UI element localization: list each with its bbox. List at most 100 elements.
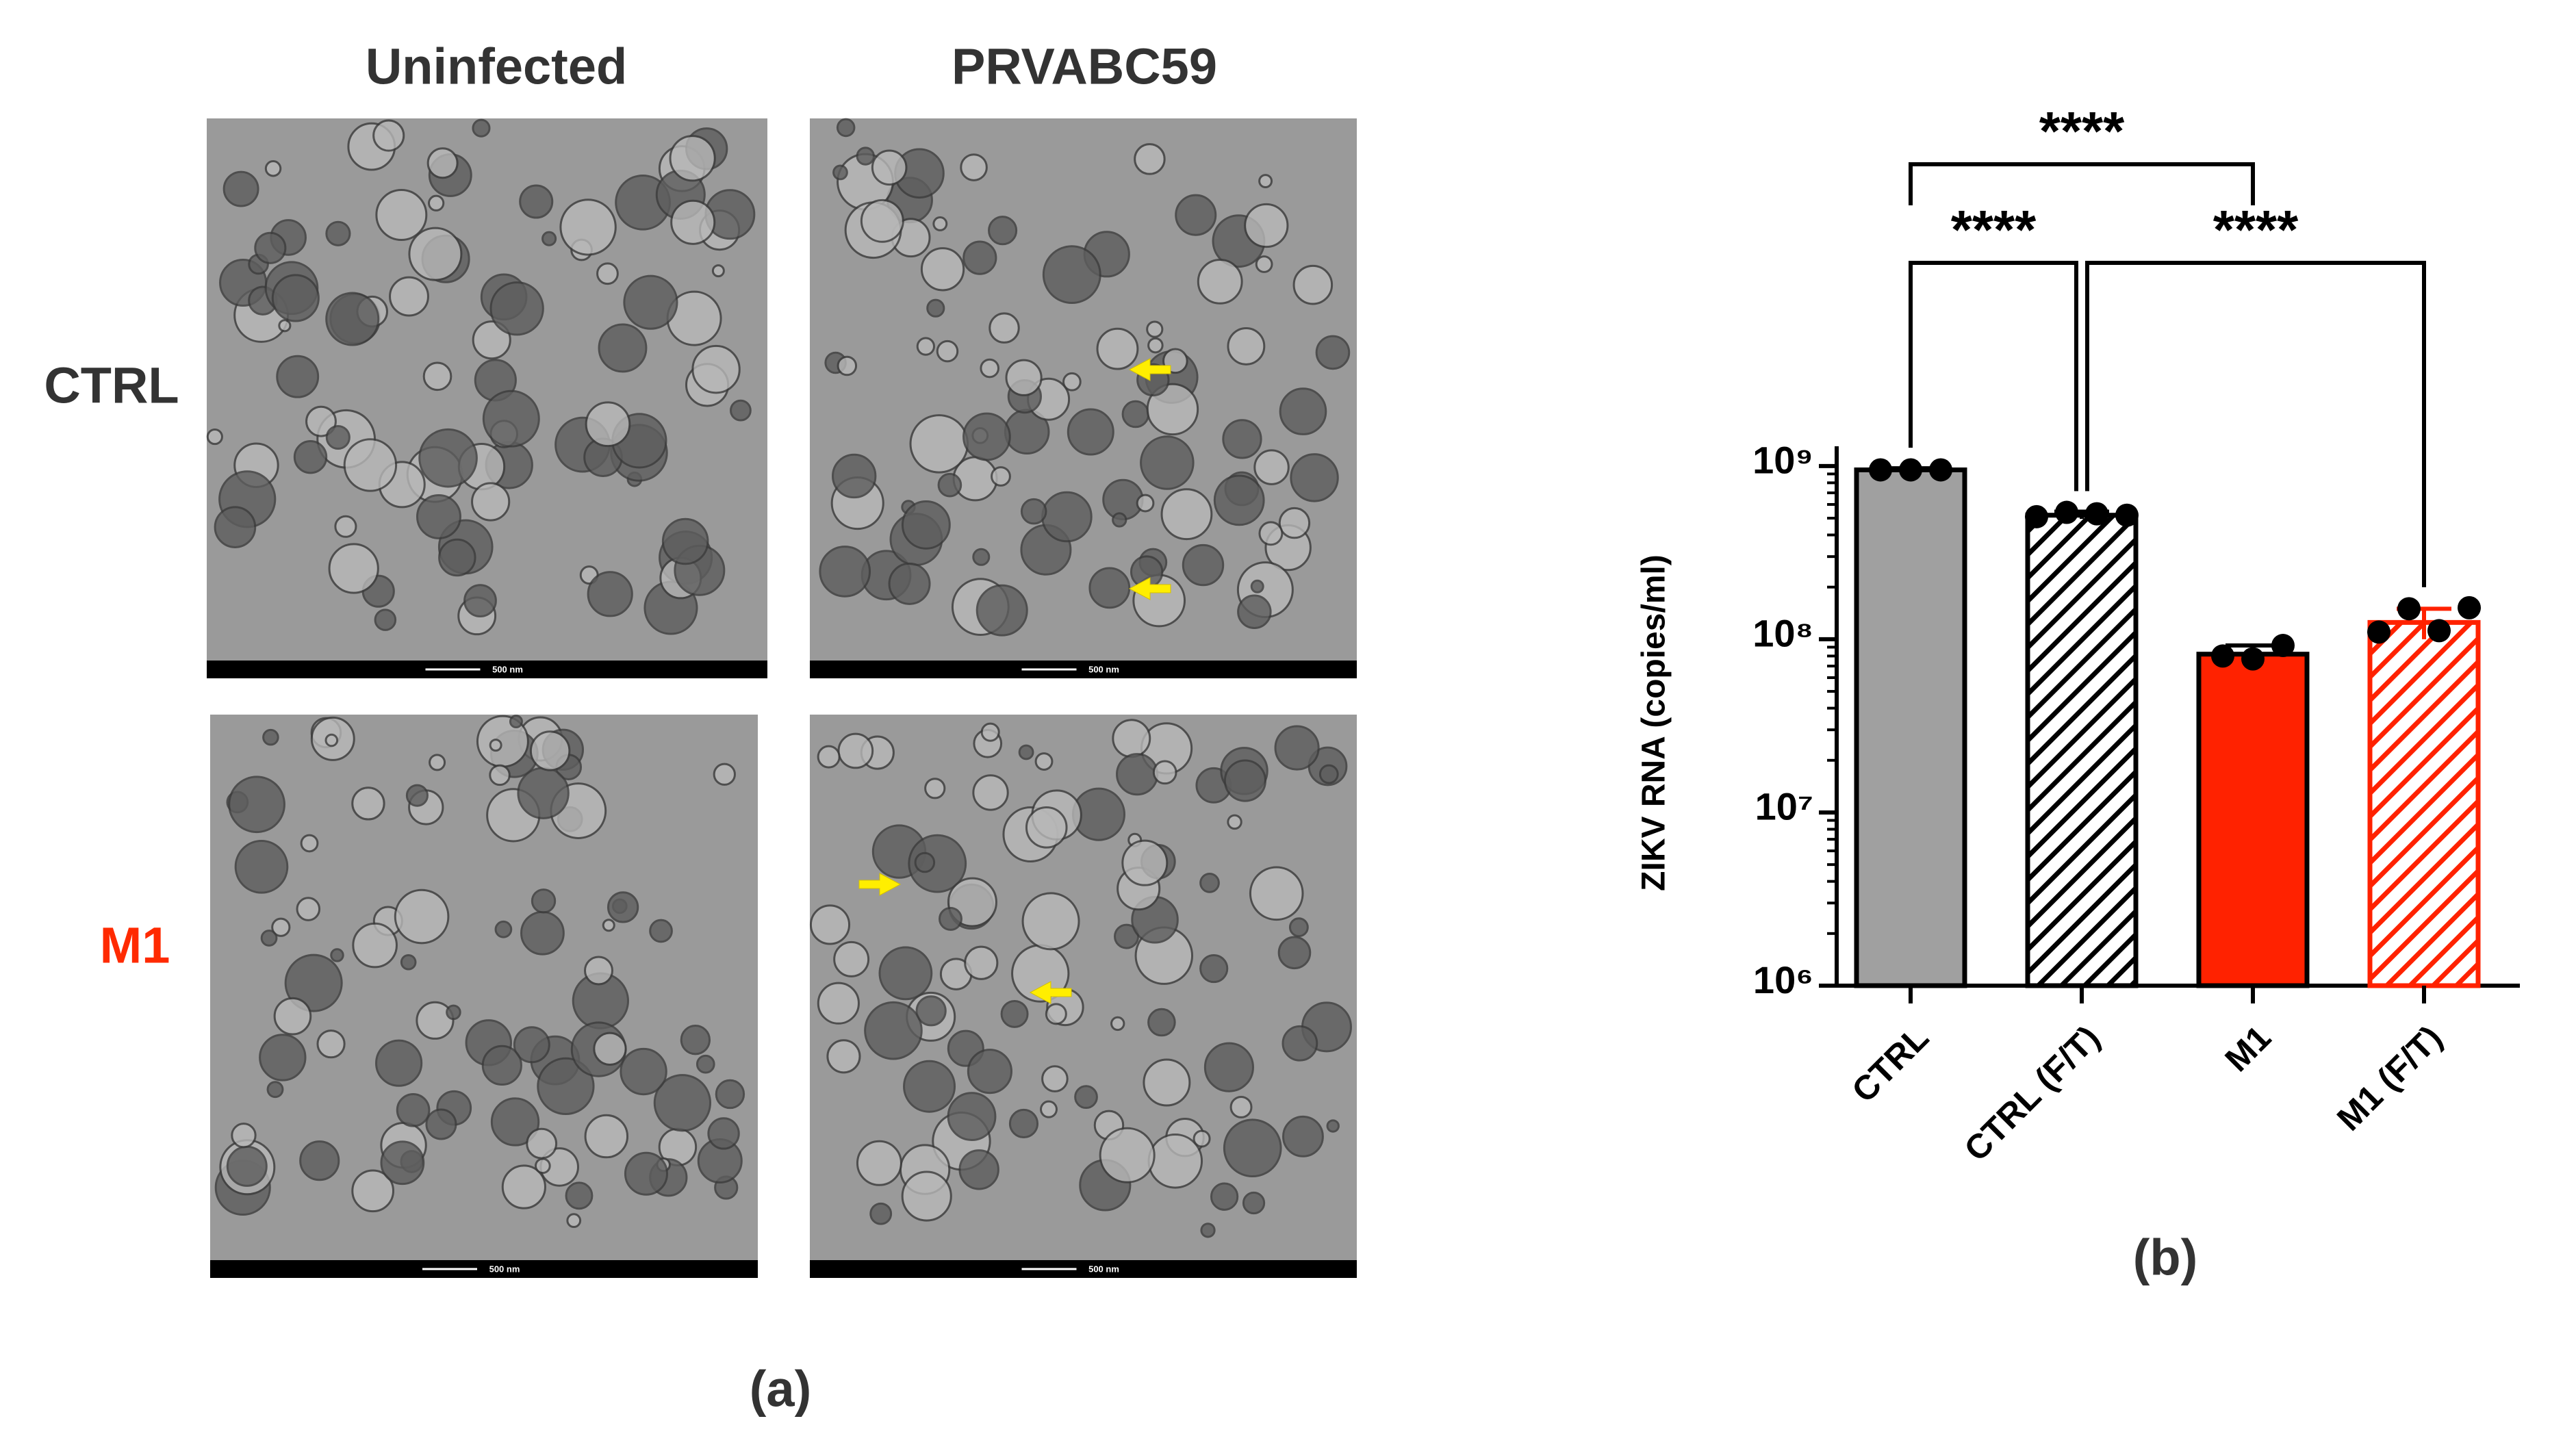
- organelle: [316, 1029, 346, 1059]
- scale-strip: [810, 1260, 1357, 1278]
- organelle: [234, 839, 289, 894]
- organelle: [837, 732, 874, 769]
- organelle: [428, 194, 445, 212]
- arrow: [1128, 358, 1171, 381]
- scale-label: 500 nm: [1088, 1264, 1119, 1274]
- organelle: [228, 776, 285, 834]
- organelle: [299, 1140, 340, 1181]
- organelle: [939, 906, 962, 931]
- organelle: [271, 274, 320, 322]
- organelle: [328, 543, 379, 594]
- organelle: [489, 739, 502, 752]
- data-point: [2427, 619, 2451, 643]
- data-point: [1929, 458, 1952, 482]
- organelle: [1318, 764, 1339, 784]
- scale-strip: [810, 661, 1357, 678]
- data-point: [1869, 458, 1892, 482]
- caption: (b): [2133, 1229, 2198, 1286]
- organelle: [1041, 1065, 1069, 1092]
- organelle: [389, 276, 429, 317]
- organelle: [584, 956, 613, 986]
- organelle: [832, 453, 877, 499]
- organelle: [856, 146, 875, 166]
- organelle: [696, 1054, 715, 1074]
- bar: [2367, 619, 2481, 988]
- organelle: [833, 940, 870, 977]
- organelle: [596, 262, 619, 285]
- data-point: [2241, 647, 2265, 671]
- column-label: PRVABC59: [952, 38, 1217, 95]
- organelle: [334, 515, 357, 538]
- organelle: [284, 953, 343, 1012]
- organelle: [1099, 1127, 1156, 1183]
- organelle: [1088, 567, 1131, 609]
- significance-bracket: [2085, 261, 2426, 587]
- organelle: [513, 1026, 550, 1064]
- organelle: [661, 517, 709, 565]
- organelle: [1281, 1025, 1318, 1062]
- organelle: [352, 922, 398, 969]
- organelle: [408, 227, 463, 281]
- organelle: [1193, 1129, 1211, 1148]
- organelle: [962, 240, 997, 275]
- caption: (a): [750, 1361, 811, 1418]
- organelle: [901, 1170, 952, 1222]
- row-label: M1: [100, 917, 170, 974]
- organelle: [1143, 1058, 1191, 1107]
- organelle: [394, 888, 450, 945]
- organelle: [1258, 174, 1273, 189]
- organelle: [587, 571, 633, 617]
- organelle: [1244, 203, 1289, 248]
- organelle: [559, 199, 617, 256]
- organelle: [264, 159, 282, 177]
- organelle: [871, 149, 908, 186]
- data-point: [2211, 644, 2234, 668]
- organelle: [1018, 744, 1034, 760]
- organelle: [620, 1047, 667, 1096]
- arrow: [1128, 577, 1171, 600]
- organelle: [1121, 400, 1150, 428]
- organelle: [374, 609, 397, 631]
- organelle: [980, 722, 1000, 742]
- organelle: [278, 319, 292, 333]
- organelle: [1274, 725, 1320, 771]
- organelle: [380, 1140, 425, 1186]
- organelle: [1152, 760, 1177, 785]
- organelle: [932, 216, 948, 231]
- organelle: [711, 264, 725, 278]
- organelle: [1315, 335, 1351, 370]
- organelle: [962, 412, 1011, 461]
- organelle: [520, 910, 565, 956]
- organelle: [607, 891, 639, 923]
- organelle: [293, 440, 328, 474]
- organelle: [1292, 264, 1334, 305]
- organelle: [254, 231, 287, 264]
- organelle: [653, 1074, 711, 1132]
- y-tick-label: 10⁷: [1755, 785, 1813, 828]
- organelle: [914, 851, 936, 873]
- organelle: [598, 323, 648, 373]
- significance-label: ****: [2039, 101, 2125, 162]
- organelle: [817, 982, 860, 1025]
- organelle: [713, 763, 736, 786]
- organelle: [915, 995, 947, 1027]
- organelle: [429, 754, 446, 771]
- organelle: [305, 405, 337, 437]
- organelle: [1227, 326, 1266, 366]
- organelle: [730, 399, 752, 422]
- organelle: [1255, 255, 1273, 273]
- organelle: [1020, 498, 1047, 525]
- organelle: [481, 1045, 522, 1086]
- organelle: [472, 118, 491, 138]
- organelle: [1223, 1118, 1282, 1178]
- organelle: [1112, 719, 1151, 758]
- bar: [2196, 652, 2310, 988]
- organelle: [1067, 408, 1114, 456]
- organelle: [624, 1151, 668, 1196]
- data-point: [2367, 620, 2390, 644]
- organelle: [446, 1004, 461, 1021]
- organelle: [422, 361, 452, 392]
- organelle: [324, 733, 339, 747]
- organelle: [260, 930, 278, 947]
